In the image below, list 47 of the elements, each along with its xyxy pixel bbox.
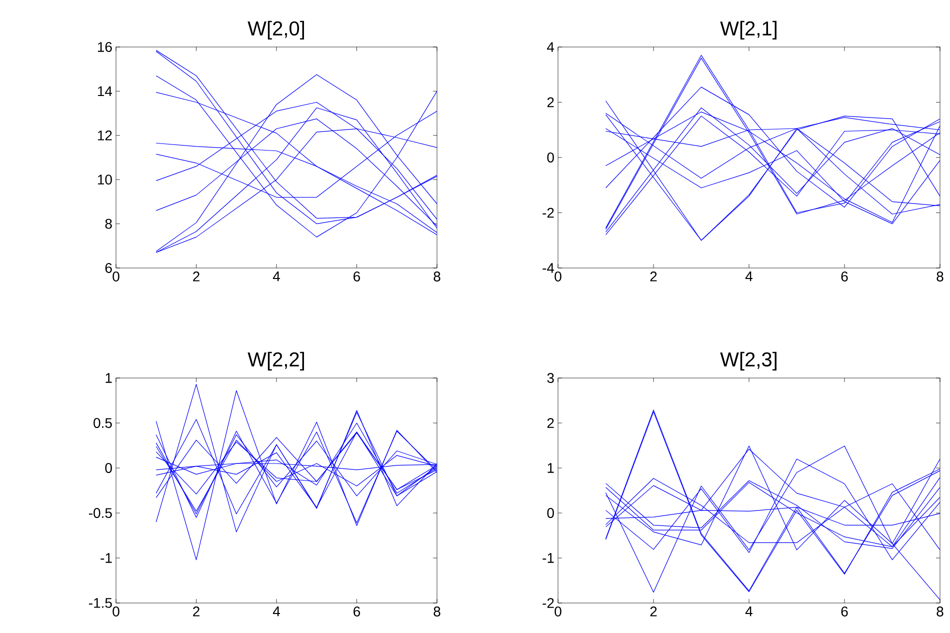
y-tick-label: 16 — [98, 42, 112, 52]
y-tick-label: 8 — [105, 218, 112, 229]
y-tick-label: 6 — [105, 263, 112, 273]
y-tick-label: 2 — [547, 418, 554, 428]
x-tick-label: 4 — [272, 606, 280, 616]
y-tick-label: 3 — [547, 373, 554, 383]
y-tick-label: 2 — [547, 97, 554, 108]
y-tick-label: 4 — [547, 42, 554, 52]
y-tick-label: -2 — [542, 208, 554, 218]
y-tick-label: -0.5 — [88, 508, 112, 518]
x-tick-label: 6 — [354, 606, 360, 616]
y-tick-label: 14 — [98, 86, 112, 96]
chart-title: W[2,3] — [720, 352, 776, 370]
x-tick-label: 6 — [841, 272, 848, 282]
x-tick-label: 4 — [745, 606, 752, 616]
x-tick-label: 8 — [434, 606, 440, 616]
y-tick-label: 1 — [548, 463, 554, 473]
y-tick-label: 12 — [98, 130, 112, 140]
x-tick-label: 6 — [841, 606, 848, 616]
x-tick-label: 0 — [112, 272, 120, 282]
x-tick-label: 4 — [745, 272, 752, 282]
y-tick-label: 0 — [547, 508, 554, 518]
y-tick-label: -4 — [542, 263, 554, 273]
y-tick-label: -1 — [100, 553, 112, 563]
y-tick-label: 1 — [106, 373, 112, 383]
chart-title: W[2,2] — [248, 352, 304, 370]
x-tick-label: 2 — [193, 606, 200, 616]
x-tick-label: 2 — [193, 272, 200, 282]
x-tick-label: 8 — [434, 272, 440, 282]
y-tick-label: 10 — [98, 174, 112, 185]
x-tick-label: 2 — [650, 272, 657, 282]
x-tick-label: 0 — [554, 272, 562, 282]
x-tick-label: 0 — [554, 606, 562, 616]
x-tick-label: 4 — [272, 272, 280, 282]
x-tick-label: 8 — [936, 272, 944, 282]
x-tick-label: 0 — [112, 606, 120, 616]
y-tick-label: 0 — [105, 463, 112, 473]
x-tick-label: 2 — [650, 606, 657, 616]
x-tick-label: 8 — [936, 606, 944, 616]
y-tick-label: -1 — [542, 553, 554, 563]
y-tick-label: 0.5 — [94, 418, 112, 428]
y-tick-label: 0 — [547, 152, 554, 162]
x-tick-label: 6 — [354, 272, 360, 282]
chart-title: W[2,0] — [248, 20, 304, 40]
y-tick-label: -1.5 — [88, 598, 112, 608]
y-tick-label: -2 — [542, 598, 554, 608]
chart-title: W[2,1] — [720, 20, 776, 40]
